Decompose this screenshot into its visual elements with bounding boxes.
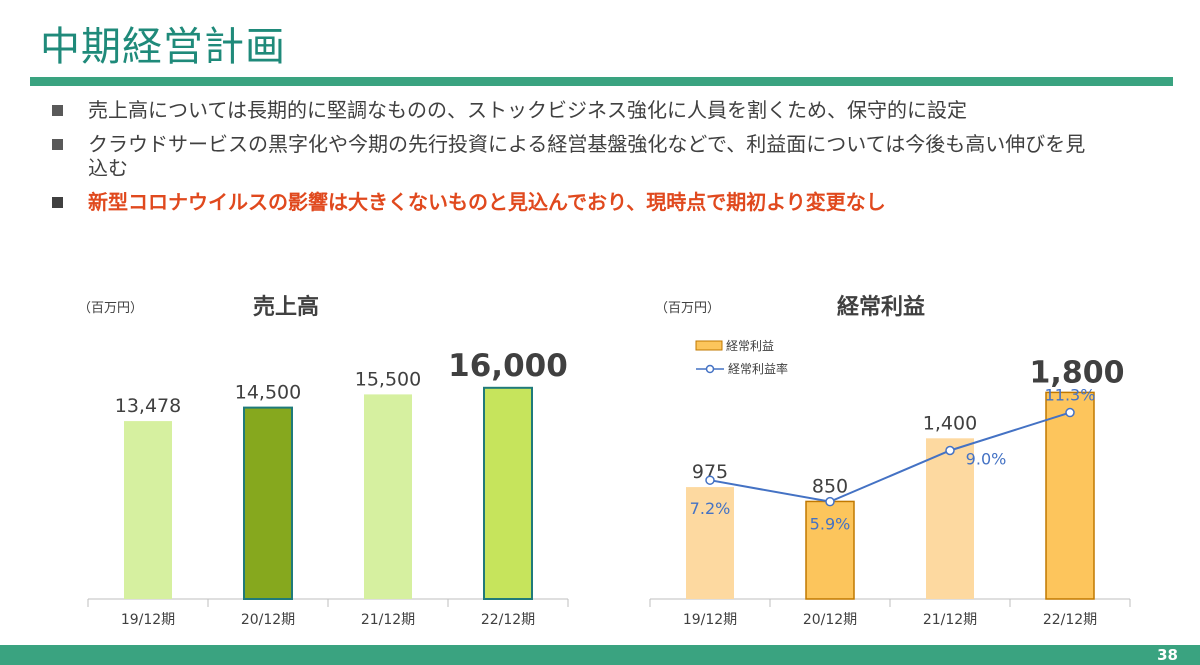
- x-tick-label: 20/12期: [803, 612, 857, 628]
- chart-title: 売上高: [253, 295, 320, 320]
- page-title: 中期経営計画: [40, 24, 286, 70]
- bullet-item-highlight: 新型コロナウイルスの影響は大きくないものと見込んでおり、現時点で期初より変更なし: [48, 190, 1168, 214]
- bullet-list: 売上高については長期的に堅調なものの、ストックビジネス強化に人員を割くため、保守…: [48, 98, 1168, 224]
- line-point: [945, 445, 955, 456]
- legend-label: 経常利益率: [728, 361, 788, 376]
- x-tick-label: 22/12期: [1043, 612, 1097, 628]
- footer-bar: 38: [0, 645, 1200, 665]
- x-tick-label: 19/12期: [121, 612, 175, 628]
- data-label: 13,478: [115, 395, 181, 417]
- bar: [124, 421, 172, 599]
- line-point: [825, 496, 835, 507]
- bullet-item: 売上高については長期的に堅調なものの、ストックビジネス強化に人員を割くため、保守…: [48, 98, 1168, 122]
- bar: [926, 438, 974, 599]
- x-tick-label: 21/12期: [361, 612, 415, 628]
- data-label: 1,400: [923, 412, 977, 434]
- profit-chart: （百万円） 経常利益 経常利益経常利益率 975 19/12期 850 20/12期 1,…: [640, 285, 1140, 635]
- bar: [364, 394, 412, 599]
- bar: [686, 487, 734, 599]
- x-tick-label: 21/12期: [923, 612, 977, 628]
- legend-marker: [705, 364, 715, 374]
- data-label: 15,500: [355, 368, 421, 390]
- x-tick-label: 19/12期: [683, 612, 737, 628]
- bullet-text: 売上高については長期的に堅調なものの、ストックビジネス強化に人員を割くため、保守…: [88, 98, 967, 122]
- line-data-label: 11.3%: [1045, 386, 1096, 405]
- data-label: 14,500: [235, 382, 301, 404]
- chart-unit: （百万円）: [655, 301, 721, 316]
- legend-label: 経常利益: [726, 339, 774, 353]
- chart-title: 経常利益: [837, 295, 926, 320]
- sales-chart: （百万円） 売上高 13,478 19/12期 14,500 20/12期 15,500…: [60, 285, 600, 635]
- bar: [1045, 391, 1095, 600]
- chart-unit: （百万円）: [78, 301, 144, 316]
- data-label: 16,000: [448, 348, 568, 384]
- bar: [805, 500, 855, 600]
- square-bullet-icon: [52, 197, 63, 208]
- line-point: [705, 475, 715, 485]
- bar: [243, 406, 293, 600]
- line-data-label: 7.2%: [690, 499, 731, 518]
- bar: [483, 386, 533, 600]
- x-tick-label: 20/12期: [241, 612, 295, 628]
- page-number: 38: [1157, 646, 1178, 664]
- data-label: 1,800: [1030, 355, 1125, 390]
- legend-bar-swatch: [695, 340, 723, 351]
- data-label: 975: [692, 461, 728, 483]
- title-divider: [30, 77, 1173, 86]
- line-data-label: 9.0%: [966, 450, 1007, 469]
- bullet-text: 新型コロナウイルスの影響は大きくないものと見込んでおり、現時点で期初より変更なし: [88, 190, 886, 214]
- square-bullet-icon: [52, 139, 63, 150]
- square-bullet-icon: [52, 105, 63, 116]
- sales-chart-svg: 13,478 19/12期 14,500 20/12期 15,500 21/12期 16,0…: [87, 348, 569, 628]
- line-data-label: 5.9%: [810, 515, 851, 534]
- line-point: [1065, 407, 1075, 418]
- bullet-text: クラウドサービスの黒字化や今期の先行投資による経営基盤強化などで、利益面について…: [88, 132, 1086, 180]
- series-line: [709, 411, 1071, 503]
- data-label: 850: [812, 475, 848, 497]
- bullet-item: クラウドサービスの黒字化や今期の先行投資による経営基盤強化などで、利益面について…: [48, 132, 1098, 180]
- x-tick-label: 22/12期: [481, 612, 535, 628]
